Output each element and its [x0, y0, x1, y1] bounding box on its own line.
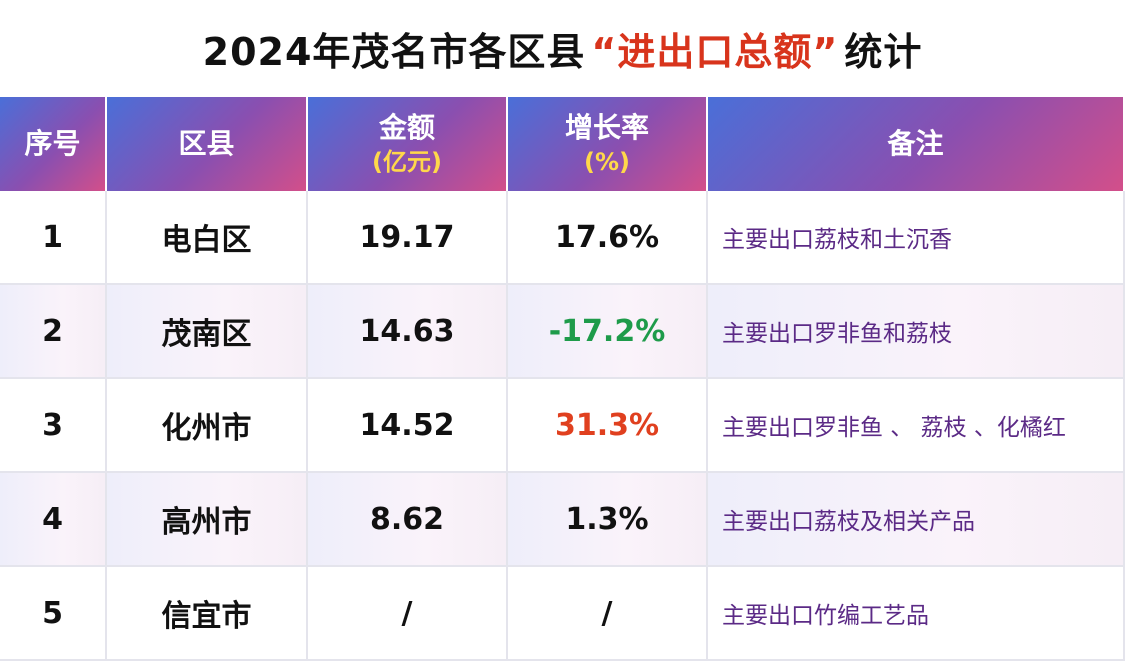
- table-cell: 14.63: [308, 285, 508, 379]
- table-cell: 31.3%: [508, 379, 708, 473]
- table-cell: 电白区: [107, 191, 308, 285]
- header-cell: 备注: [708, 97, 1125, 191]
- note-cell: 主要出口罗非鱼 、 荔枝 、化橘红: [708, 379, 1125, 473]
- table-cell: 1.3%: [508, 473, 708, 567]
- note-cell: 主要出口竹编工艺品: [708, 567, 1125, 661]
- table-cell: 5: [0, 567, 107, 661]
- header-text: 增长率: [564, 111, 649, 145]
- table-cell: 3: [0, 379, 107, 473]
- header-text: 金额: [378, 111, 435, 145]
- header-cell: 金额 (亿元): [308, 97, 508, 191]
- header-unit: (%): [584, 147, 630, 176]
- note-cell: 主要出口荔枝和土沉香: [708, 191, 1125, 285]
- table-cell: -17.2%: [508, 285, 708, 379]
- title-highlight: “进出口总额”: [591, 30, 839, 74]
- header-text: 区县: [178, 126, 235, 160]
- header-cell: 增长率 (%): [508, 97, 708, 191]
- table-cell: 4: [0, 473, 107, 567]
- table-cell: /: [308, 567, 508, 661]
- table-cell: 2: [0, 285, 107, 379]
- table-cell: 化州市: [107, 379, 308, 473]
- table-cell: 19.17: [308, 191, 508, 285]
- table-cell: 1: [0, 191, 107, 285]
- table-cell: /: [508, 567, 708, 661]
- table-cell: 8.62: [308, 473, 508, 567]
- title: 2024年茂名市各区县 “进出口总额” 统计: [0, 0, 1125, 97]
- header-cell: 区县: [107, 97, 308, 191]
- title-suffix: 统计: [844, 30, 923, 74]
- header-text: 序号: [24, 126, 81, 160]
- table-cell: 14.52: [308, 379, 508, 473]
- table-cell: 信宜市: [107, 567, 308, 661]
- note-cell: 主要出口荔枝及相关产品: [708, 473, 1125, 567]
- header-text: 备注: [887, 126, 944, 160]
- table: 序号 区县 金额 (亿元) 增长率 (%) 备注 1 电白区 19.17 17.6% 主要出口荔枝和土…: [0, 97, 1125, 661]
- note-cell: 主要出口罗非鱼和荔枝: [708, 285, 1125, 379]
- table-cell: 17.6%: [508, 191, 708, 285]
- table-cell: 茂南区: [107, 285, 308, 379]
- table-cell: 高州市: [107, 473, 308, 567]
- title-prefix: 2024年茂名市各区县: [202, 30, 586, 74]
- header-unit: (亿元): [372, 147, 442, 176]
- header-cell: 序号: [0, 97, 107, 191]
